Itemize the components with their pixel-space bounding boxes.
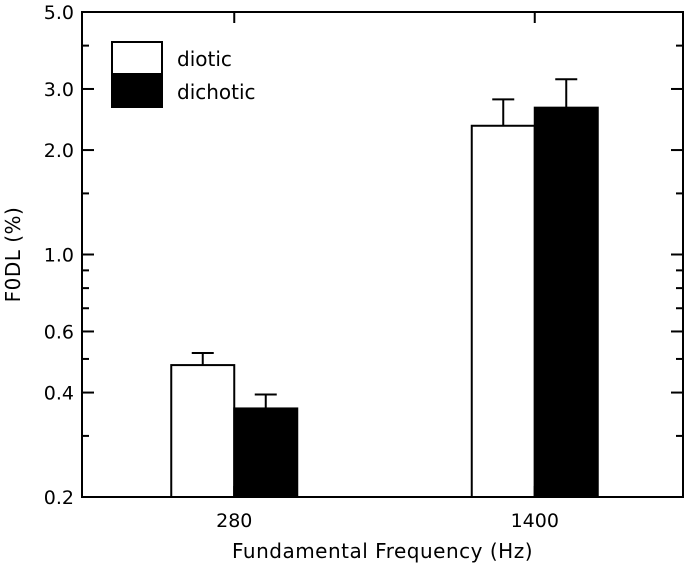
y-tick-label: 2.0 xyxy=(44,140,74,162)
legend-swatch-dichotic xyxy=(111,74,163,108)
y-tick-label: 3.0 xyxy=(44,79,74,101)
bar-marks xyxy=(170,78,599,499)
x-axis-label: Fundamental Frequency (Hz) xyxy=(232,539,533,563)
legend: diotic dichotic xyxy=(111,41,256,108)
x-axis: 280 1400 xyxy=(216,12,559,532)
y-axis-label: F0DL (%) xyxy=(1,207,25,303)
y-tick-label: 0.4 xyxy=(44,383,74,405)
bar-diotic-280 xyxy=(170,364,236,498)
y-tick-label: 0.2 xyxy=(44,487,74,509)
x-tick-label: 280 xyxy=(216,510,252,532)
y-tick-label: 1.0 xyxy=(44,245,74,267)
legend-swatch-diotic xyxy=(111,41,163,75)
legend-label-diotic: diotic xyxy=(177,47,232,71)
bar-diotic-1400 xyxy=(470,124,536,499)
bar-dichotic-1400 xyxy=(533,106,599,498)
y-tick-label: 5.0 xyxy=(44,2,74,24)
y-tick-label: 0.6 xyxy=(44,321,74,343)
bar-dichotic-280 xyxy=(233,407,299,499)
y-axis: 0.2 0.4 0.6 1.0 2.0 3.0 5.0 xyxy=(44,2,683,509)
x-tick-label: 1400 xyxy=(511,510,559,532)
legend-label-dichotic: dichotic xyxy=(177,80,256,104)
